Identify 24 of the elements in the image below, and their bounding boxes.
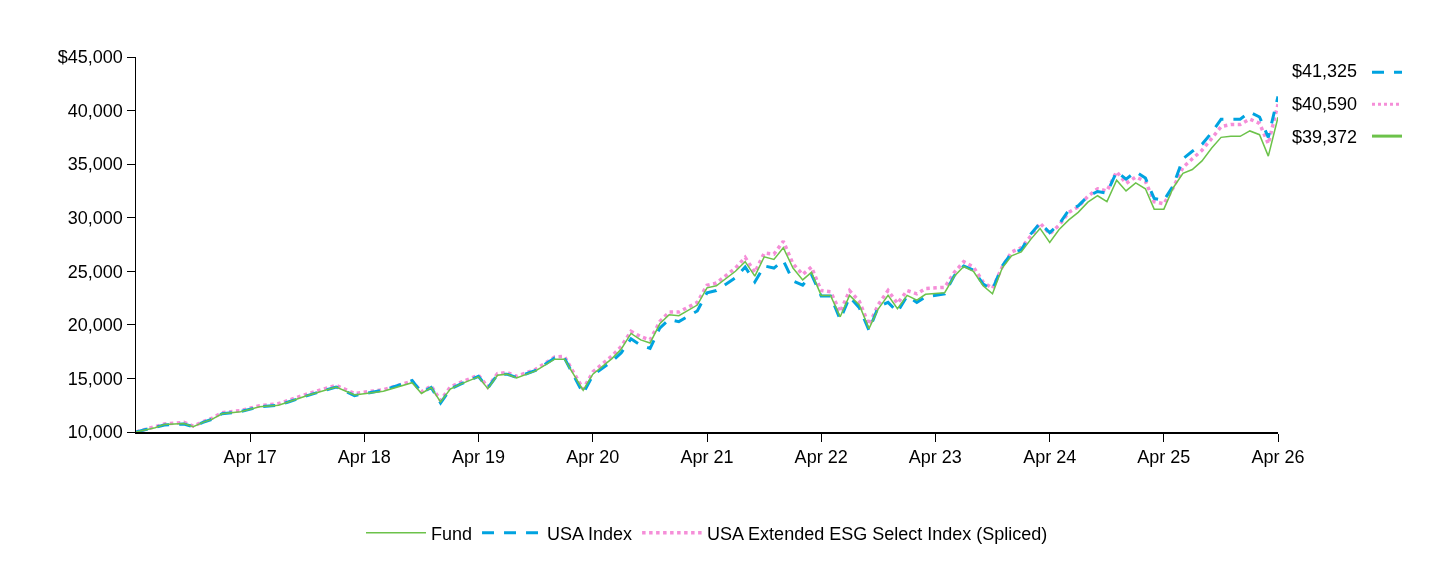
annotation: $41,325: [1292, 61, 1358, 81]
x-tick-label: Apr 25: [1137, 447, 1191, 468]
x-tick-label: Apr 17: [223, 447, 277, 468]
x-tick-label: Apr 22: [794, 447, 848, 468]
y-tick-label: 15,000: [67, 368, 123, 389]
x-tick-label: Apr 21: [680, 447, 734, 468]
y-tick-label: $45,000: [57, 47, 123, 68]
y-tick-label: 35,000: [67, 154, 123, 175]
annotation: $39,372: [1292, 127, 1358, 147]
legend-label: USA Index: [547, 523, 633, 544]
y-tick-label: 25,000: [67, 261, 123, 282]
x-tick-label: Apr 19: [451, 447, 505, 468]
y-tick-label: 10,000: [67, 422, 123, 443]
x-tick-label: Apr 18: [337, 447, 391, 468]
x-tick-label: Apr 24: [1023, 447, 1077, 468]
x-tick-label: Apr 20: [566, 447, 620, 468]
legend-label: USA Extended ESG Select Index (Spliced): [707, 523, 1048, 544]
y-tick-label: 30,000: [67, 208, 123, 229]
x-tick-label: Apr 26: [1251, 447, 1305, 468]
x-tick-label: Apr 23: [908, 447, 962, 468]
y-tick-label: 40,000: [67, 100, 123, 121]
legend-label: Fund: [431, 523, 473, 544]
annotation: $40,590: [1292, 94, 1358, 114]
y-tick-label: 20,000: [67, 315, 123, 336]
